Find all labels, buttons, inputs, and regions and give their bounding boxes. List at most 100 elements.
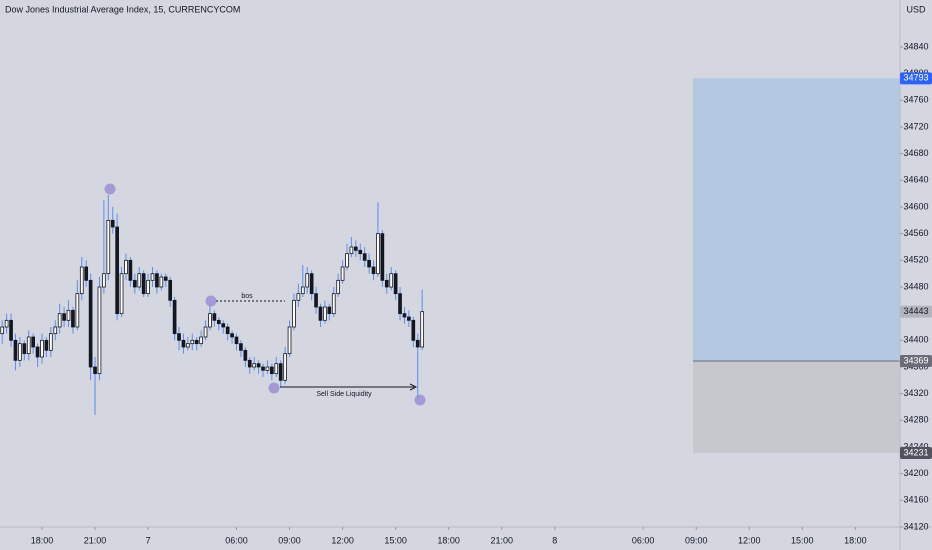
candle-body xyxy=(137,273,142,288)
y-tick-label: 34520 xyxy=(903,255,928,265)
price-label-text: 34793 xyxy=(903,73,928,83)
candle-body xyxy=(243,349,248,361)
candle-body xyxy=(177,333,181,341)
price-label xyxy=(900,72,932,85)
candle-body xyxy=(345,253,349,268)
candle-body xyxy=(93,366,97,375)
candle-body xyxy=(159,276,164,288)
y-tick-label: 34320 xyxy=(903,388,928,398)
x-tick-label: 15:00 xyxy=(791,535,814,545)
profit-zone xyxy=(693,78,900,361)
price-label xyxy=(900,447,932,459)
candle-body xyxy=(88,279,93,368)
candle-body xyxy=(415,339,420,348)
candle-body xyxy=(380,233,385,281)
price-label xyxy=(900,305,932,318)
candle-body xyxy=(44,339,49,351)
candle-body xyxy=(323,306,327,321)
candle-body xyxy=(389,273,394,288)
candle-body xyxy=(168,279,173,301)
candle-body xyxy=(265,366,270,371)
candle-body xyxy=(26,336,31,355)
x-tick-label: 8 xyxy=(552,535,557,545)
candle-body xyxy=(18,343,22,361)
marker xyxy=(268,382,280,394)
candle-body xyxy=(230,333,234,338)
candle-body xyxy=(278,363,283,381)
candle-body xyxy=(305,273,310,288)
y-tick-label: 34120 xyxy=(903,521,928,531)
candle-body xyxy=(9,319,13,341)
candle-body xyxy=(124,259,128,275)
candle-body xyxy=(203,326,208,338)
marker xyxy=(104,183,116,195)
candle-body xyxy=(393,273,398,295)
candle-body xyxy=(190,339,195,345)
candle-body xyxy=(208,313,212,328)
y-tick-label: 34480 xyxy=(903,281,928,291)
candle-body xyxy=(53,326,58,335)
candle-body xyxy=(362,253,367,261)
y-tick-label: 34160 xyxy=(903,495,928,505)
candle-body xyxy=(296,293,301,301)
candle-body xyxy=(194,339,199,345)
candle-body xyxy=(71,309,75,328)
candle-body xyxy=(146,279,150,295)
candle-body xyxy=(261,366,265,371)
candle-body xyxy=(199,336,203,345)
candle-body xyxy=(181,339,186,348)
candle-body xyxy=(62,313,66,321)
candle-body xyxy=(0,326,5,335)
candle-body xyxy=(102,273,106,288)
candle-body xyxy=(327,306,332,315)
candle-body xyxy=(402,313,407,318)
candle-body xyxy=(225,326,230,335)
position-box xyxy=(693,78,900,453)
annotation: Sell Side Liquidity xyxy=(316,391,372,398)
candle-body xyxy=(119,273,124,315)
candle-body xyxy=(309,273,314,295)
y-unit: USD xyxy=(906,4,926,14)
x-tick-label: 12:00 xyxy=(331,535,354,545)
y-tick-label: 34240 xyxy=(903,441,928,451)
price-label xyxy=(900,355,932,367)
candle-body xyxy=(287,326,292,355)
x-tick-label: 18:00 xyxy=(31,535,54,545)
plot xyxy=(0,195,424,415)
candle-body xyxy=(186,343,190,348)
candle-body xyxy=(75,293,80,328)
x-tick-label: 21:00 xyxy=(490,535,513,545)
y-tick-label: 34400 xyxy=(903,335,928,345)
candle-body xyxy=(35,346,40,358)
candle-body xyxy=(234,336,239,345)
y-tick-label: 34760 xyxy=(903,95,928,105)
candle-body xyxy=(398,293,402,315)
marker xyxy=(414,394,426,406)
candle-body xyxy=(221,323,226,328)
candle-body xyxy=(106,219,111,275)
candle-body xyxy=(79,266,84,295)
candle-body xyxy=(354,246,358,251)
candle-body xyxy=(331,293,336,315)
price-label-text: 34443 xyxy=(903,306,928,316)
annotation: bos xyxy=(241,293,253,300)
candle-body xyxy=(97,286,102,375)
candle-body xyxy=(132,279,137,288)
candle-body xyxy=(150,273,155,281)
candle-body xyxy=(115,226,119,315)
candle-body xyxy=(336,279,340,295)
candle-body xyxy=(411,319,416,341)
chart-title: Dow Jones Industrial Average Index, 15, … xyxy=(5,4,240,14)
candle-body xyxy=(163,276,168,281)
candle-body xyxy=(283,353,287,381)
arrow-head xyxy=(409,383,418,391)
candle-body xyxy=(292,299,296,328)
x-tick-label: 7 xyxy=(146,535,151,545)
x-tick-label: 06:00 xyxy=(632,535,655,545)
price-label-text: 34369 xyxy=(903,355,928,365)
axes: 3412034160342003424034280343203436034400… xyxy=(31,41,932,545)
y-tick-label: 34680 xyxy=(903,148,928,158)
candle-body xyxy=(247,359,252,368)
candle-body xyxy=(31,336,35,348)
y-tick-label: 34840 xyxy=(903,41,928,51)
